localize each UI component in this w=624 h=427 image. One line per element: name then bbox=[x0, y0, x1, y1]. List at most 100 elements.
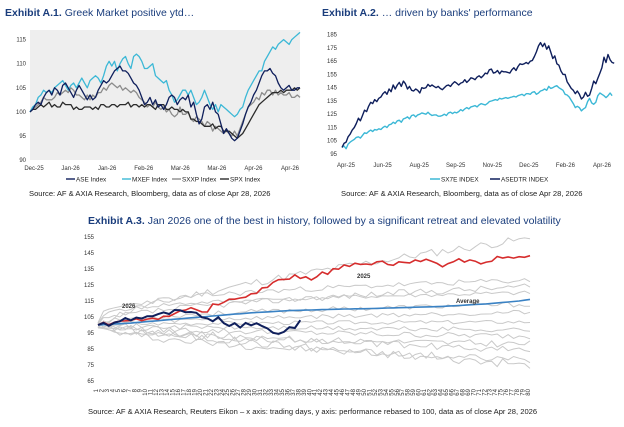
chart-a1-legend-label: SPX Index bbox=[230, 177, 261, 184]
chart-a3-average-line bbox=[97, 298, 531, 326]
chart-a3-x-tick: 14 bbox=[165, 388, 171, 395]
chart-a3-historical-line bbox=[97, 323, 531, 340]
chart-a3-y-tick: 105 bbox=[84, 315, 95, 321]
chart-a1-x-tick: Jan-26 bbox=[98, 166, 117, 172]
chart-a3-x-tick: 16 bbox=[176, 388, 182, 395]
chart-a3-x-tick: 58 bbox=[406, 388, 412, 395]
chart-a3-x-tick: 32 bbox=[264, 388, 270, 395]
chart-a1-x-tick: Apr-26 bbox=[244, 166, 263, 172]
chart-a2-x-tick: Dec-25 bbox=[519, 163, 539, 169]
exhibit-a1-source: Source: AF & AXIA Research, Bloomberg, d… bbox=[29, 189, 271, 198]
chart-a2-x-tick: Jun-25 bbox=[373, 163, 392, 169]
chart-a2-legend-label: ASEDTR INDEX bbox=[501, 177, 549, 184]
chart-a3-y-tick: 65 bbox=[87, 379, 94, 385]
exhibit-a3-subtitle: Jan 2026 one of the best in history, fol… bbox=[144, 215, 561, 227]
exhibit-a3: Exhibit A.3. Jan 2026 one of the best in… bbox=[0, 213, 624, 427]
chart-a3-x-tick: 54 bbox=[384, 388, 390, 395]
chart-a2-y-tick: 125 bbox=[327, 112, 338, 118]
chart-a3-x-tick: 25 bbox=[225, 388, 231, 395]
chart-a3-x-tick: 78 bbox=[515, 388, 521, 395]
chart-a3-x-tick: 59 bbox=[411, 388, 417, 395]
exhibit-a3-source: Source: AF & AXIA Research, Reuters Eiko… bbox=[88, 407, 538, 416]
chart-a3-x-tick: 23 bbox=[214, 388, 220, 395]
chart-a3-x-tick: 7 bbox=[127, 388, 133, 392]
chart-a3-x-tick: 27 bbox=[236, 388, 242, 395]
chart-a3-x-tick: 31 bbox=[258, 388, 264, 395]
chart-a3-x-tick: 63 bbox=[433, 388, 439, 395]
chart-a3-x-tick: 36 bbox=[285, 388, 291, 395]
chart-a2-series-line bbox=[341, 41, 615, 148]
chart-a3-x-tick: 33 bbox=[269, 388, 275, 395]
chart-a2-y-tick: 105 bbox=[327, 139, 338, 145]
chart-a3-x-tick: 79 bbox=[521, 388, 527, 395]
chart-a3-historical-years bbox=[97, 237, 531, 369]
exhibit-a2: Exhibit A.2. … driven by banks' performa… bbox=[312, 0, 624, 205]
chart-a3-x-tick: 34 bbox=[274, 388, 280, 395]
chart-a3-x-tick: 65 bbox=[444, 388, 450, 395]
chart-a2-legend-label: SX7E INDEX bbox=[441, 177, 479, 184]
chart-a3-x-tick: 67 bbox=[455, 388, 461, 395]
chart-a3-historical-line bbox=[97, 322, 531, 364]
chart-a3-x-tick: 55 bbox=[389, 388, 395, 395]
chart-a3-x-tick: 44 bbox=[329, 388, 335, 395]
chart-a3-x-tick: 21 bbox=[203, 388, 209, 395]
exhibit-a2-source: Source: AF & AXIA Research, Bloomberg, d… bbox=[341, 189, 583, 198]
chart-a3-x-tick: 39 bbox=[302, 388, 308, 395]
chart-a3-x-tick: 61 bbox=[422, 388, 428, 395]
chart-a3-x-tick: 62 bbox=[428, 388, 434, 395]
chart-a1-legend-label: MXEF Index bbox=[132, 177, 168, 184]
chart-a2-y-tick: 165 bbox=[327, 59, 338, 65]
chart-a3-historical-line bbox=[97, 319, 531, 327]
chart-a3-historical-line bbox=[97, 278, 531, 323]
chart-a3-historical-line bbox=[97, 290, 531, 324]
chart-a1-x-tick: Apr-26 bbox=[281, 166, 300, 172]
chart-a3-annotation-2026: 2026 bbox=[122, 304, 136, 310]
chart-a3-x-tick: 49 bbox=[356, 388, 362, 395]
chart-a3-x-tick: 47 bbox=[346, 388, 352, 395]
chart-a2-y-tick: 95 bbox=[330, 152, 337, 158]
chart-a3-x-tick: 24 bbox=[220, 388, 226, 395]
exhibit-a2-subtitle: … driven by banks' performance bbox=[378, 7, 533, 19]
chart-a3-2026-line bbox=[97, 308, 302, 335]
chart-a1-legend-label: ASE Index bbox=[76, 177, 107, 184]
chart-a2: 95 105 115 125 135 145 155 165 175 185 Apr-25 Jun-2… bbox=[327, 33, 615, 184]
chart-a3-x-tick: 42 bbox=[318, 388, 324, 395]
chart-a3-historical-line bbox=[97, 322, 531, 369]
chart-a1-y-tick: 100 bbox=[16, 110, 27, 116]
chart-a1-y-tick: 105 bbox=[16, 86, 27, 92]
chart-a1: 90 95 100 105 110 115 Dec-25 Jan-26 Jan-26 Feb-26… bbox=[16, 30, 301, 184]
chart-a3-y-tick: 95 bbox=[87, 331, 94, 337]
exhibit-a2-title: Exhibit A.2. … driven by banks' performa… bbox=[322, 7, 533, 19]
chart-a3-annotation-average: Average bbox=[456, 299, 480, 305]
chart-a3-x-tick: 12 bbox=[154, 388, 160, 395]
chart-a3-x-tick: 45 bbox=[335, 388, 341, 395]
chart-a3-x-tick: 26 bbox=[231, 388, 237, 395]
chart-a3-y-tick: 155 bbox=[84, 235, 95, 241]
chart-a3-x-tick: 30 bbox=[253, 388, 259, 395]
chart-a1-x-tick: Dec-25 bbox=[24, 166, 44, 172]
chart-a3-x-tick: 60 bbox=[417, 388, 423, 395]
exhibit-a1-label: Exhibit A.1. bbox=[5, 7, 62, 19]
chart-a3-x-tick: 22 bbox=[209, 388, 215, 395]
chart-a3-x-tick: 75 bbox=[499, 388, 505, 395]
chart-a3-x-tick: 72 bbox=[482, 388, 488, 395]
chart-a2-y-tick: 115 bbox=[327, 125, 337, 131]
chart-a2-x-tick: Apr-26 bbox=[593, 163, 612, 169]
chart-a3-x-tick: 51 bbox=[367, 388, 373, 395]
chart-a2-y-tick: 175 bbox=[327, 46, 338, 52]
exhibit-a1: Exhibit A.1. Greek Market positive ytd… … bbox=[0, 0, 310, 205]
chart-a3-x-tick: 11 bbox=[149, 388, 155, 395]
chart-a3-x-tick: 77 bbox=[510, 388, 516, 395]
chart-a3-x-tick: 13 bbox=[160, 388, 166, 395]
chart-a2-y-tick: 135 bbox=[327, 99, 338, 105]
chart-a3-y-tick: 115 bbox=[84, 299, 94, 305]
chart-a3-x-tick: 17 bbox=[181, 388, 187, 395]
chart-a1-plot-area bbox=[30, 30, 300, 160]
chart-a3-x-tick: 38 bbox=[296, 388, 302, 395]
chart-a3-x-tick: 35 bbox=[280, 388, 286, 395]
chart-a3-x-tick: 6 bbox=[121, 388, 127, 392]
exhibit-a2-label: Exhibit A.2. bbox=[322, 7, 379, 19]
chart-a3-x-tick: 29 bbox=[247, 388, 253, 395]
chart-a3-y-tick: 145 bbox=[84, 251, 95, 257]
